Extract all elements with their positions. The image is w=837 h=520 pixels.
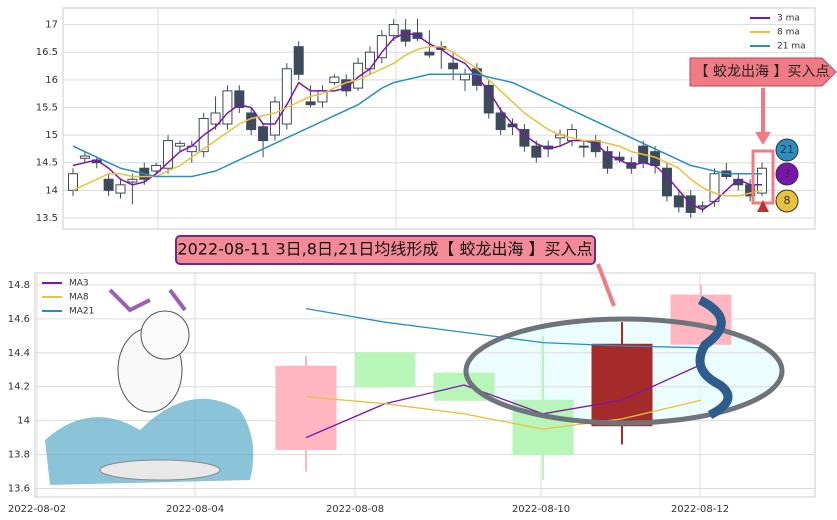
candle-body [354,352,416,388]
y-tick-label: 13.6 [8,484,30,495]
x-tick-label: 2022-08-04 [166,504,224,515]
annotation-box [689,57,837,87]
candle-body [448,62,459,70]
candle-body [68,173,78,191]
candle-body [115,184,126,194]
top-vgrid [157,8,634,229]
candle-body [757,167,767,194]
candle-body [400,29,411,42]
candle-body [578,145,589,148]
y-tick-label: 14.8 [8,280,30,291]
candle-body [305,101,316,106]
bottom-title-box [175,235,596,265]
candle-body [103,178,114,191]
badge-label: 3 [784,167,791,180]
candle-body [424,51,435,56]
y-tick-label: 14 [45,185,58,196]
y-tick-label: 16 [45,75,58,86]
x-tick-label: 2022-08-08 [326,504,384,515]
y-tick-label: 14.2 [8,382,30,393]
y-tick-label: 15 [45,130,58,141]
candle-body [234,90,245,108]
candle-body [222,90,233,125]
y-tick-label: 14 [17,416,30,427]
candle-body [495,112,506,131]
candle-body [329,76,340,84]
badge-label: 21 [780,143,794,156]
candle-body [163,140,174,169]
candle-body [151,164,162,172]
candle-body [258,126,269,142]
x-tick-label: 2022-08-10 [512,504,570,515]
annotation-arrowhead [755,132,771,145]
ma-line [305,364,702,439]
y-tick-label: 16.5 [36,47,58,58]
y-tick-label: 15.5 [36,102,58,113]
y-tick-label: 17 [45,20,58,31]
legend-label: MA21 [69,307,94,317]
candle-body [364,51,375,70]
badge [775,138,799,162]
ma-line [72,73,762,178]
candle-body [275,365,337,450]
legend-label: 3 ma [777,14,800,24]
candle-body [269,101,280,136]
candle-body [376,35,387,59]
candle-body [460,73,471,81]
badge [775,189,799,213]
highlight-ellipse [463,316,785,426]
candle-body [483,84,494,114]
badge [775,162,799,186]
candle-body [281,68,292,125]
decoration [45,288,733,485]
candle-body [388,24,399,37]
top-plot-frame [62,7,816,230]
candle-body [210,112,221,125]
candle-body [127,178,138,183]
legend-label: MA8 [69,293,89,303]
candle-body [531,145,542,158]
top-layer: 13.5 14 14.5 15 15.5 16 16.5 17 3 ma 8 ma 21 ma 21 3… [36,14,815,224]
x-tick-label: 2022-08-12 [671,504,729,515]
annotation-text: 【 蛟龙出海 】买入点 [695,64,830,80]
candle-body [661,167,672,197]
candle-body [174,142,185,147]
candle-body [353,62,364,89]
y-tick-label: 13.5 [36,213,58,224]
legend-label: 8 ma [777,28,800,38]
candle-body [673,195,684,208]
legend-label: 21 ma [777,42,806,52]
candle-body [293,46,304,75]
legend-label: MA3 [69,279,89,289]
candle-body [591,343,653,427]
y-tick-label: 13.8 [8,450,30,461]
y-tick-label: 14.6 [8,314,30,325]
buy-arrow [757,200,769,212]
y-tick-label: 14.4 [8,348,30,359]
y-tick-label: 14.5 [36,158,58,169]
candle-body [602,151,613,169]
badge-label: 8 [784,194,791,207]
ma-line [72,45,763,197]
bottom-title: 2022-08-11 3日,8日,21日均线形成【 蛟龙出海 】买入点 [177,240,592,259]
ma-line [72,32,762,211]
candle-body [709,173,720,202]
title-arrow [596,263,616,307]
candle-body [246,112,257,131]
x-tick-label: 2022-08-02 [8,504,66,515]
ma-line [305,396,702,430]
candle-body [79,155,90,159]
